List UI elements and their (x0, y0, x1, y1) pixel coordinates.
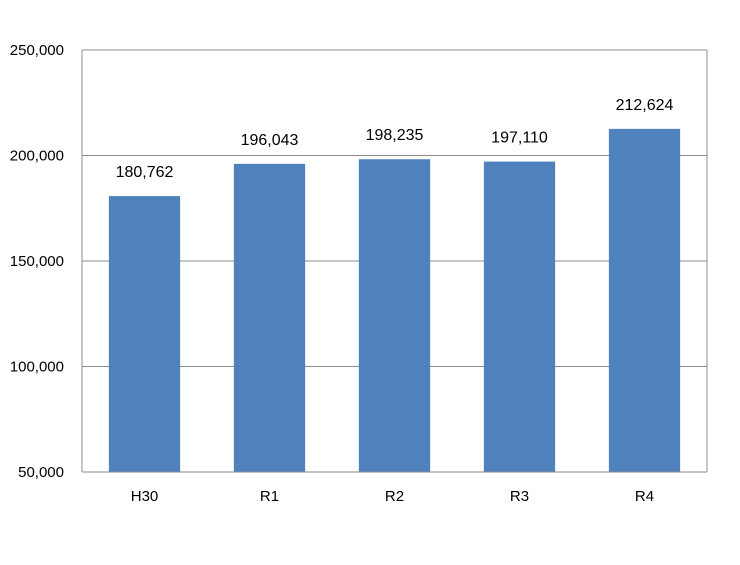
x-axis-tick-labels: H30 R1 R2 R3 R4 (131, 488, 654, 505)
plot-frame (81, 50, 708, 473)
y-tick-label: 250,000 (10, 42, 64, 59)
x-tick-label: R2 (385, 488, 404, 505)
data-label: 212,624 (616, 97, 674, 114)
bar-h30 (108, 196, 181, 473)
bar-r1 (233, 163, 306, 472)
y-tick-label: 200,000 (10, 148, 64, 165)
y-axis-tick-labels: 50,000 100,000 150,000 200,000 250,000 (10, 42, 64, 481)
data-labels: 180,762 196,043 198,235 197,110 212,624 (116, 97, 674, 181)
y-tick-label: 150,000 (10, 253, 64, 270)
y-tick-label: 100,000 (10, 359, 64, 376)
bar-r2 (358, 159, 431, 472)
data-label: 197,110 (491, 130, 548, 147)
data-label: 196,043 (241, 132, 299, 149)
x-tick-label: R4 (635, 488, 654, 505)
y-tick-label: 50,000 (18, 464, 64, 481)
x-tick-label: H30 (131, 488, 159, 505)
bar-r3 (483, 161, 556, 472)
bars (108, 128, 681, 473)
data-label: 198,235 (366, 127, 424, 144)
x-tick-label: R3 (510, 488, 529, 505)
data-label: 180,762 (116, 164, 174, 181)
x-tick-label: R1 (260, 488, 279, 505)
bar-r4 (608, 128, 681, 473)
